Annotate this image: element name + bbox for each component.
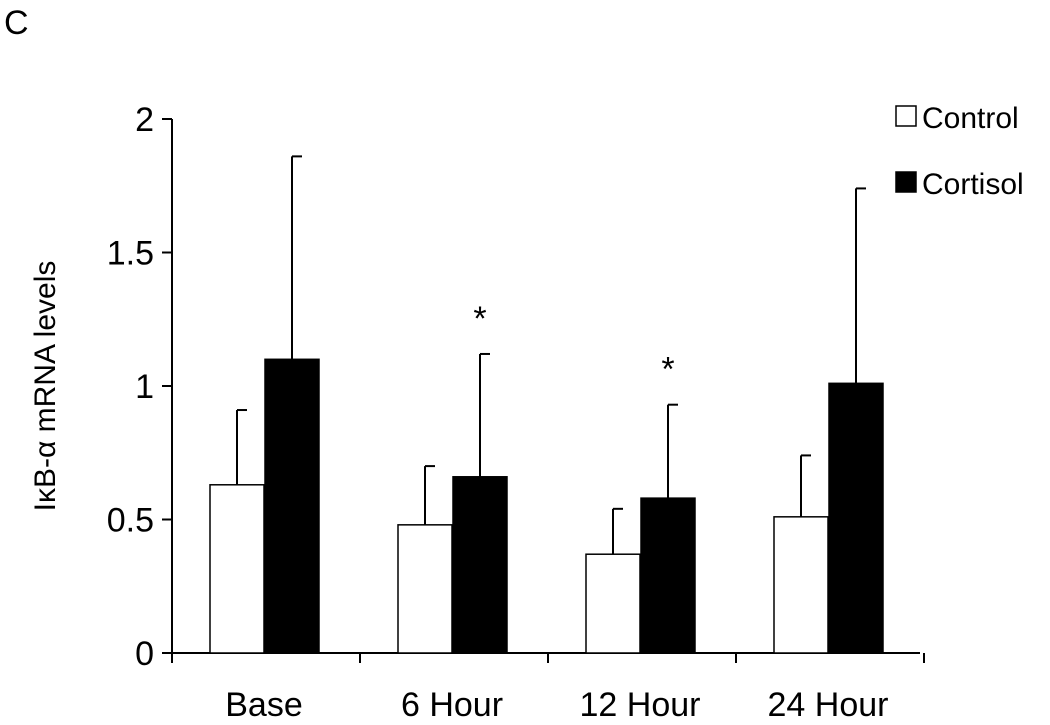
bar-control-0 xyxy=(209,484,265,654)
legend-label-cortisol: Cortisol xyxy=(922,168,1024,201)
bar-cortisol-0 xyxy=(264,358,320,654)
x-tick-label: 12 Hour xyxy=(580,686,701,724)
x-tick-label: 6 Hour xyxy=(401,686,503,724)
x-tick-label: Base xyxy=(225,686,303,724)
legend-swatch-cortisol xyxy=(895,171,917,193)
y-tick-label: 1 xyxy=(135,368,154,406)
y-tick-label: 0 xyxy=(135,635,154,673)
y-axis-label: IκB-α mRNA levels xyxy=(29,261,62,512)
legend-label-control: Control xyxy=(922,102,1019,135)
legend: Control Cortisol xyxy=(895,102,1024,201)
bar-control-3 xyxy=(773,516,829,654)
significance-marker: * xyxy=(473,300,486,338)
bar-cortisol-3 xyxy=(828,382,884,654)
y-tick-label: 2 xyxy=(135,101,154,139)
x-tick-label: 24 Hour xyxy=(768,686,889,724)
y-tick-label: 0.5 xyxy=(107,502,154,540)
bar-cortisol-2 xyxy=(640,497,696,654)
legend-swatch-control xyxy=(895,105,917,127)
bar-control-2 xyxy=(585,553,641,654)
panel-label: C xyxy=(4,4,29,42)
bar-control-1 xyxy=(397,524,453,654)
significance-marker: * xyxy=(661,351,674,389)
y-tick-label: 1.5 xyxy=(107,235,154,273)
bar-cortisol-1 xyxy=(452,476,508,654)
plot-area: 0 0.5 1 1.5 2 Base 6 Hour 12 Hour 24 Hour * * xyxy=(107,101,925,724)
